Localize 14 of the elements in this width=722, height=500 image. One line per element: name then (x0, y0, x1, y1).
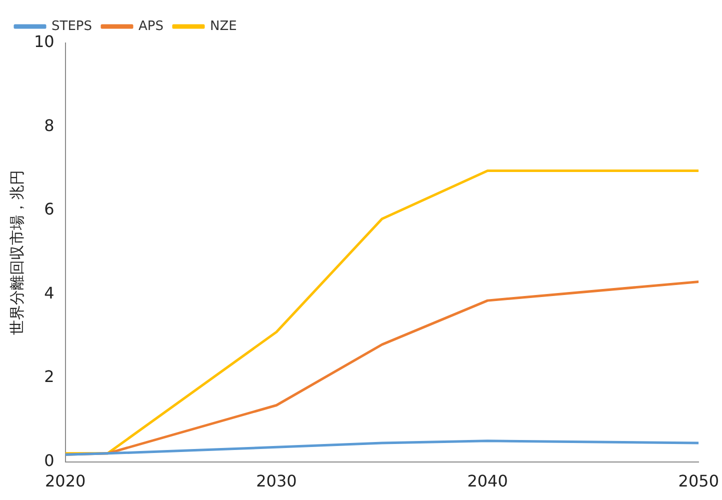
legend-label: NZE (210, 18, 237, 34)
y-tick-label: 4 (44, 283, 54, 302)
legend-label: STEPS (52, 18, 92, 34)
legend-label: APS (138, 18, 164, 34)
x-tick-label: 2030 (256, 472, 297, 491)
y-tick-label: 2 (44, 367, 54, 386)
y-tick-label: 6 (44, 200, 54, 219)
y-tick-label: 0 (44, 450, 54, 470)
x-tick-label: 2020 (45, 472, 86, 491)
x-tick-label: 2040 (467, 472, 508, 491)
x-tick-label: 2050 (678, 472, 719, 491)
y-tick-label: 8 (44, 116, 54, 135)
y-axis-title: 世界分離回収市場，兆円 (8, 170, 26, 335)
y-tick-label: 10 (34, 32, 54, 52)
